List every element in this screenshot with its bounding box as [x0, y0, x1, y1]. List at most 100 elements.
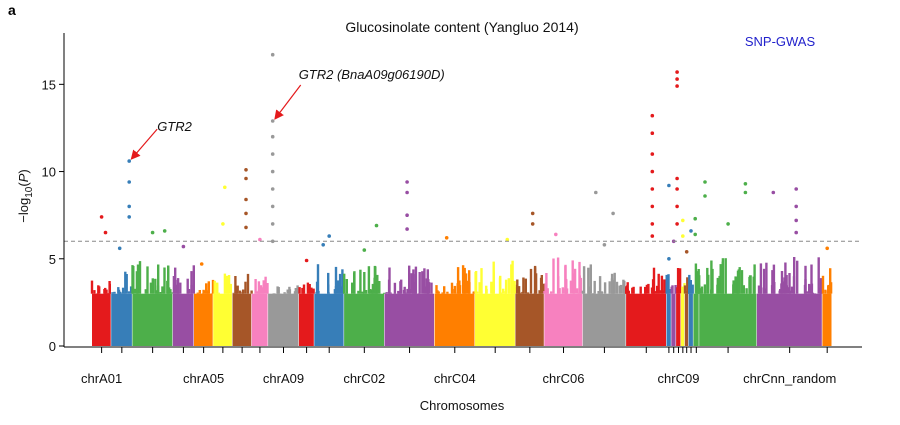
snp-column — [765, 262, 768, 294]
y-tick-label: 0 — [49, 339, 56, 354]
snp-column — [286, 289, 289, 294]
snp-column — [257, 281, 261, 294]
snp-column — [423, 268, 426, 294]
snp-column — [587, 267, 590, 294]
snp-column — [307, 286, 310, 294]
snp-column — [414, 274, 417, 294]
snp-point — [794, 204, 798, 209]
annotation-label: GTR2 (BnaA09g06190D) — [299, 67, 445, 82]
snp-column — [681, 286, 684, 294]
snp-column — [388, 267, 391, 294]
snp-column — [202, 289, 205, 294]
y-tick-label: 15 — [42, 77, 56, 92]
snp-column — [550, 291, 553, 294]
snp-point — [771, 190, 776, 195]
snp-point — [703, 180, 707, 184]
snp-column — [400, 279, 403, 294]
snp-column — [163, 267, 166, 294]
snp-column — [461, 265, 465, 294]
snp-column — [234, 276, 237, 294]
snp-column — [317, 290, 320, 294]
snp-column — [480, 268, 483, 294]
snp-column — [762, 287, 765, 294]
snp-point — [743, 190, 748, 195]
snp-point — [794, 187, 798, 191]
snp-column — [696, 285, 699, 294]
snp-column — [144, 289, 147, 294]
snp-point — [362, 248, 367, 252]
snp-point — [743, 182, 748, 186]
snp-column — [623, 280, 626, 294]
snp-column — [598, 276, 602, 294]
snp-column — [593, 280, 596, 294]
snp-column — [663, 279, 666, 294]
snp-column — [573, 268, 577, 294]
snp-column — [161, 286, 164, 294]
snp-column — [502, 288, 505, 294]
snp-column — [302, 284, 306, 294]
snp-column — [826, 290, 830, 294]
snp-column — [172, 276, 176, 294]
snp-column — [296, 289, 299, 294]
snp-column — [383, 292, 386, 294]
snp-column — [134, 288, 137, 294]
snp-column — [718, 275, 721, 294]
snp-column — [179, 282, 182, 294]
snp-column — [603, 282, 607, 294]
chromosome-chrC09 — [675, 70, 682, 346]
snp-column — [671, 285, 674, 294]
snp-column — [343, 273, 346, 294]
snp-column — [146, 266, 149, 294]
point-cloud — [384, 293, 434, 346]
snp-column — [213, 280, 216, 294]
snp-column — [721, 261, 724, 294]
snp-column — [301, 287, 304, 294]
snp-column — [357, 290, 360, 294]
chromosome-chrC09_random_2 — [670, 239, 677, 346]
snp-column — [517, 286, 521, 294]
snp-column — [371, 291, 375, 294]
snp-column — [136, 264, 140, 294]
snp-column — [138, 261, 142, 294]
x-tick-label: chrA01 — [81, 371, 122, 386]
snp-column — [515, 284, 519, 294]
snp-column — [223, 273, 227, 294]
snp-column — [207, 281, 210, 294]
snp-point — [327, 234, 332, 238]
snp-column — [108, 281, 111, 294]
snp-column — [174, 279, 177, 294]
snp-column — [829, 282, 833, 294]
snp-point — [270, 222, 275, 226]
snp-column — [683, 285, 687, 294]
snp-column — [819, 287, 822, 294]
point-cloud — [213, 293, 232, 346]
snp-point — [405, 227, 409, 231]
chromosome-chrC05 — [515, 211, 546, 346]
snp-column — [129, 286, 133, 294]
snp-column — [513, 287, 516, 294]
axes: 0 5 10 15 chrA01 chrA05 chrA09 chrC02 chrC04 chrC… — [42, 33, 862, 386]
point-cloud — [132, 293, 173, 346]
snp-column — [592, 293, 595, 294]
snp-column — [154, 278, 157, 294]
snp-point — [223, 185, 227, 190]
snp-column — [707, 274, 710, 294]
snp-point — [689, 229, 693, 233]
snp-column — [443, 286, 446, 294]
snp-column — [166, 292, 170, 294]
snp-column — [376, 274, 379, 294]
snp-column — [565, 279, 568, 294]
snp-column — [500, 292, 504, 294]
chromosome-chrC09_random_1 — [665, 183, 672, 346]
annotation-label: GTR2 — [157, 119, 192, 134]
snp-point — [127, 159, 131, 163]
chromosome-chrA04 — [172, 244, 195, 346]
point-cloud — [434, 293, 475, 346]
snp-column — [246, 273, 250, 294]
snp-column — [259, 285, 263, 294]
chromosome-chrA10 — [298, 258, 315, 346]
snp-point — [127, 215, 131, 219]
snp-column — [626, 282, 629, 294]
snp-column — [561, 287, 564, 294]
snp-column — [805, 291, 809, 294]
